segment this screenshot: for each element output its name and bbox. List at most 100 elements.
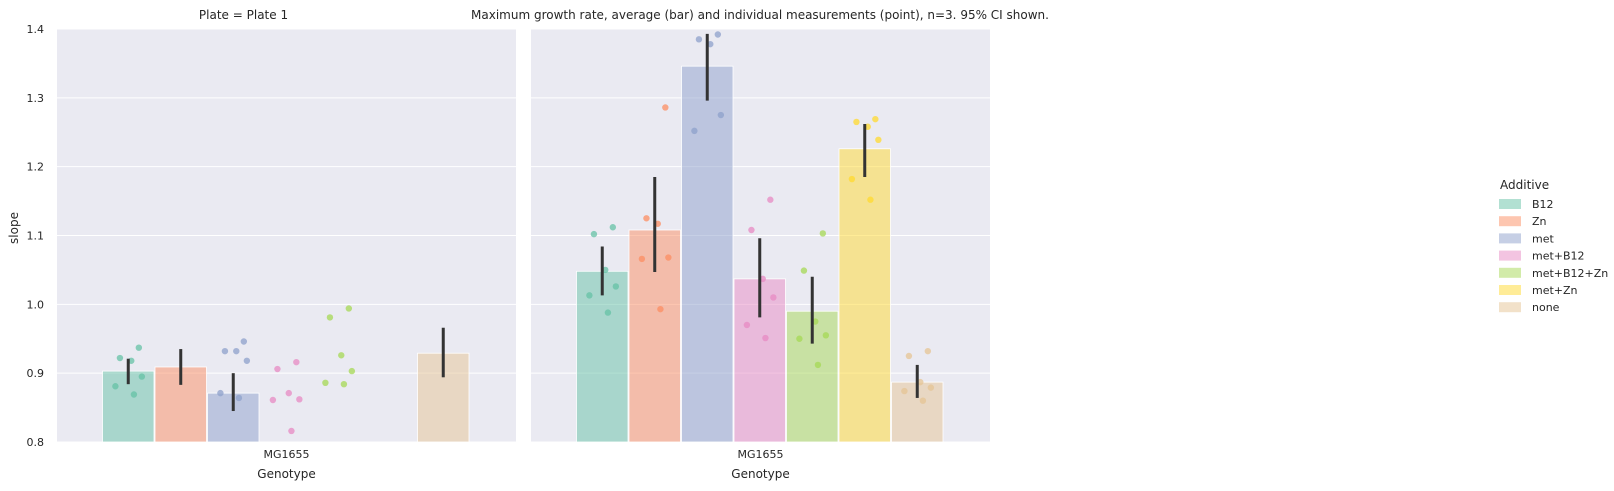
data-point-B12: [612, 283, 620, 290]
data-point-met+B12: [288, 427, 295, 435]
data-point-met+B12: [296, 396, 303, 403]
data-point-met+B12+Zn: [800, 267, 808, 274]
data-point-Zn: [665, 254, 672, 261]
legend-item-Zn: Zn: [1499, 215, 1547, 228]
data-point-Zn: [643, 215, 650, 222]
panel-title: Plate = Plate 1: [199, 8, 288, 22]
data-point-met+B12+Zn: [348, 367, 356, 375]
data-point-met+B12: [269, 396, 277, 404]
data-point-met: [233, 347, 240, 355]
legend-label: met: [1532, 232, 1554, 245]
data-point-met: [240, 338, 248, 345]
data-point-met+B12+Zn: [326, 314, 334, 321]
data-point-met+Zn: [872, 115, 879, 123]
legend-label: met+B12+Zn: [1532, 267, 1608, 280]
y-tick-label: 1.4: [27, 23, 45, 36]
data-point-B12: [130, 391, 138, 398]
data-point-B12: [604, 309, 612, 316]
data-point-Zn: [638, 255, 646, 263]
data-point-B12: [116, 354, 124, 362]
legend-item-met: met: [1499, 232, 1554, 245]
legend-label: Zn: [1532, 215, 1547, 228]
legend-title: Additive: [1500, 178, 1549, 192]
x-axis-label: Genotype: [731, 467, 789, 481]
legend-label: met+Zn: [1532, 284, 1578, 297]
y-tick-label: 1.0: [27, 298, 45, 311]
legend-swatch: [1499, 250, 1521, 261]
error-bars: [126, 327, 445, 412]
x-tick-label: MG1655: [737, 448, 783, 461]
legend-item-B12: B12: [1499, 198, 1554, 211]
data-point-met+Zn: [867, 196, 874, 203]
data-point-met: [235, 394, 243, 402]
data-point-met+B12: [770, 294, 777, 301]
data-point-none: [901, 387, 908, 395]
legend-swatch: [1499, 216, 1521, 227]
data-point-met+B12+Zn: [340, 380, 348, 388]
data-point-met+B12+Zn: [796, 335, 803, 342]
panel-1: Plate = Plate 1 MG1655 Genotype 0.8 0.9 1.0 1.…: [27, 8, 516, 481]
data-point-met+Zn: [848, 175, 856, 183]
data-point-met: [717, 111, 725, 119]
data-point-B12: [590, 230, 598, 238]
y-axis-label: slope: [7, 212, 21, 244]
legend-item-met+B12: met+B12: [1499, 250, 1585, 263]
data-point-met+B12+Zn: [822, 332, 830, 339]
data-point-met+B12+Zn: [338, 352, 345, 359]
legend-label: B12: [1532, 198, 1554, 211]
points: [112, 305, 356, 435]
bar-met: [207, 392, 260, 443]
points: [586, 31, 935, 404]
legend-item-met+Zn: met+Zn: [1499, 284, 1578, 297]
data-point-met+B12+Zn: [814, 361, 822, 369]
panel-2: MG1655 Genotype: [531, 28, 990, 481]
data-point-met: [243, 357, 251, 364]
data-point-none: [919, 397, 927, 404]
data-point-met+B12: [743, 321, 751, 329]
y-tick-label: 0.8: [27, 436, 45, 449]
data-point-Zn: [662, 104, 669, 111]
data-point-B12: [112, 383, 119, 390]
chart-title: Maximum growth rate, average (bar) and i…: [471, 8, 1049, 22]
bar-met+Zn: [838, 148, 891, 443]
data-point-none: [905, 352, 913, 360]
legend-item-met+B12+Zn: met+B12+Zn: [1499, 267, 1608, 280]
data-point-met+Zn: [853, 118, 860, 126]
data-point-met+B12: [274, 365, 281, 373]
data-point-met+B12: [748, 226, 755, 234]
legend-swatch: [1499, 267, 1521, 278]
data-point-met: [691, 127, 698, 135]
y-tick-label: 1.1: [27, 230, 45, 243]
data-point-met: [714, 31, 722, 38]
legend-swatch: [1499, 199, 1521, 209]
bar-B12: [576, 270, 629, 443]
data-point-B12: [609, 224, 617, 231]
data-point-met+B12+Zn: [322, 379, 329, 387]
data-point-met: [217, 389, 224, 397]
data-point-met+B12: [285, 389, 292, 397]
data-point-met+B12+Zn: [345, 305, 353, 312]
data-point-met+B12: [293, 358, 300, 366]
data-point-Zn: [657, 305, 664, 313]
data-point-met+B12: [762, 334, 769, 342]
error-bars: [600, 33, 919, 398]
data-point-B12: [586, 292, 593, 299]
y-tick-label: 1.3: [27, 92, 45, 105]
legend-swatch: [1499, 285, 1521, 295]
data-point-met+B12: [767, 196, 774, 203]
bars: [576, 65, 944, 443]
legend: Additive B12 Zn met met+B12 met+B12+Zn met+Zn…: [1499, 178, 1608, 314]
data-point-B12: [135, 344, 143, 351]
legend-label: met+B12: [1532, 250, 1585, 263]
x-axis-label: Genotype: [257, 467, 315, 481]
data-point-met+Zn: [875, 136, 882, 144]
y-tick-label: 1.2: [27, 161, 45, 174]
data-point-none: [927, 384, 935, 391]
data-point-none: [924, 347, 932, 355]
legend-label: none: [1532, 301, 1560, 314]
y-tick-label: 0.9: [27, 367, 45, 380]
legend-swatch: [1499, 233, 1521, 244]
bar-met+B12+Zn: [786, 310, 839, 443]
legend-item-none: none: [1499, 301, 1560, 314]
